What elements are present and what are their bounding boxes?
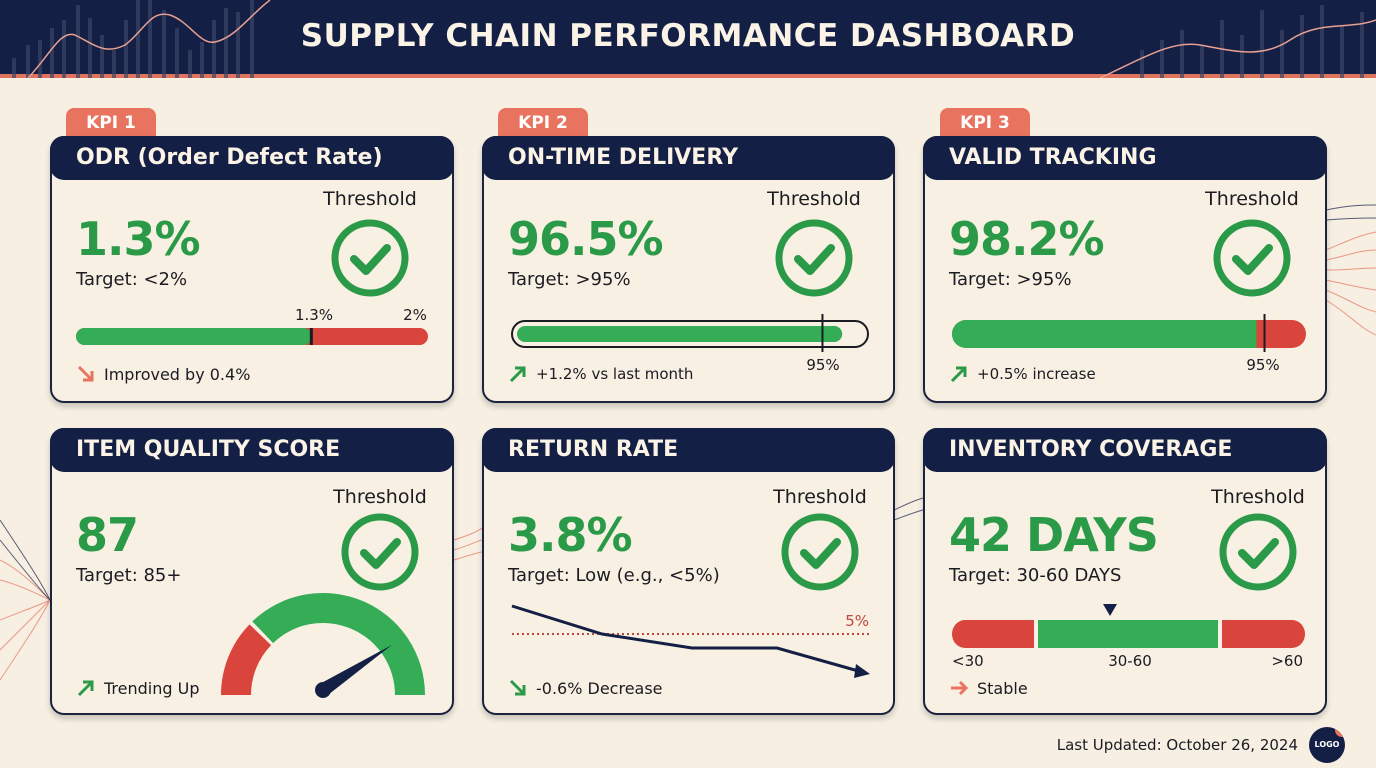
last-updated: Last Updated: October 26, 2024 xyxy=(1056,736,1298,754)
threshold-label: Threshold xyxy=(767,188,861,210)
marker-label: 95% xyxy=(806,356,840,374)
logo-text: LOGO xyxy=(1314,740,1340,749)
kpi-target: Target: >95% xyxy=(508,269,631,290)
card-return-rate: RETURN RATE 3.8% Target: Low (e.g., <5%)… xyxy=(482,428,895,715)
trend-line xyxy=(511,604,863,674)
marker-label: 95% xyxy=(1246,356,1280,374)
threshold-label: Threshold xyxy=(333,486,427,508)
bar-green-segment xyxy=(952,320,1257,348)
trend-indicator: Improved by 0.4% xyxy=(76,364,250,384)
kpi-target: Target: 30-60 DAYS xyxy=(949,565,1122,586)
coverage-range-bar xyxy=(952,604,1305,648)
bar-fill xyxy=(517,326,843,342)
kpi-target: Target: 85+ xyxy=(76,565,182,586)
trend-indicator: Trending Up xyxy=(76,678,199,698)
trend-text: -0.6% Decrease xyxy=(536,678,663,698)
threshold-label: Threshold xyxy=(773,486,867,508)
delivery-progress-bar xyxy=(511,314,869,352)
arrowhead-icon xyxy=(854,664,870,678)
range-target-segment xyxy=(1038,620,1218,648)
trend-text: Stable xyxy=(977,678,1028,698)
trend-text: Trending Up xyxy=(104,678,200,698)
range-label-mid: 30-60 xyxy=(1108,652,1152,670)
kpi-value: 42 DAYS xyxy=(949,508,1159,562)
card-title: ODR (Order Defect Rate) xyxy=(50,136,454,180)
range-label-high: >60 xyxy=(1271,652,1303,670)
banner-decoration xyxy=(12,0,1376,78)
card-valid-tracking: VALID TRACKING 98.2% Target: >95% Thresh… xyxy=(923,136,1327,403)
trend-indicator: +1.2% vs last month xyxy=(508,364,693,384)
gauge-hub xyxy=(315,682,331,698)
bar-marker xyxy=(309,328,313,345)
quality-gauge xyxy=(221,593,425,698)
check-circle-icon xyxy=(341,513,419,591)
card-on-time-delivery: ON-TIME DELIVERY 96.5% Target: >95% Thre… xyxy=(482,136,895,403)
check-circle-icon xyxy=(1219,513,1297,591)
check-circle-icon xyxy=(1213,219,1291,297)
trend-text: Improved by 0.4% xyxy=(104,364,251,384)
arrow-up-right-icon xyxy=(77,680,94,697)
trend-text: +0.5% increase xyxy=(977,365,1096,383)
check-circle-icon xyxy=(775,219,853,297)
kpi-target: Target: Low (e.g., <5%) xyxy=(508,565,720,586)
card-item-quality-score: ITEM QUALITY SCORE 87 Target: 85+ Thresh… xyxy=(50,428,454,715)
odr-progress-bar xyxy=(76,328,428,345)
check-circle-icon xyxy=(781,513,859,591)
gauge-needle xyxy=(318,645,392,696)
kpi-value: 3.8% xyxy=(508,508,633,562)
kpi-value: 87 xyxy=(76,508,139,562)
trend-indicator: +0.5% increase xyxy=(949,364,1096,384)
gauge-green-segment xyxy=(252,593,425,695)
threshold-label: Threshold xyxy=(1205,188,1299,210)
arrow-right-icon xyxy=(951,680,969,696)
range-label-low: <30 xyxy=(952,652,984,670)
kpi-value: 1.3% xyxy=(76,212,201,266)
arrow-down-right-icon xyxy=(509,679,526,696)
card-title: RETURN RATE xyxy=(482,428,895,472)
kpi-value: 96.5% xyxy=(508,212,664,266)
kpi-tab-2: KPI 2 xyxy=(498,108,588,138)
kpi-tab-3: KPI 3 xyxy=(940,108,1030,138)
kpi-target: Target: <2% xyxy=(76,269,188,290)
arrow-up-right-icon xyxy=(509,366,526,383)
card-inventory-coverage: INVENTORY COVERAGE 42 DAYS Target: 30-60… xyxy=(923,428,1327,715)
header-banner: SUPPLY CHAIN PERFORMANCE DASHBOARD xyxy=(0,0,1376,78)
bar-limit-label: 2% xyxy=(403,306,427,324)
trend-text: +1.2% vs last month xyxy=(536,365,694,383)
card-odr: ODR (Order Defect Rate) 1.3% Target: <2%… xyxy=(50,136,454,403)
trend-indicator: Stable xyxy=(949,678,1028,698)
card-title: VALID TRACKING xyxy=(923,136,1327,180)
bar-marker xyxy=(821,314,824,352)
card-title: ON-TIME DELIVERY xyxy=(482,136,895,180)
range-low-segment xyxy=(952,620,1034,648)
value-marker-icon xyxy=(1103,604,1117,616)
threshold-label: Threshold xyxy=(1211,486,1305,508)
card-title: ITEM QUALITY SCORE xyxy=(50,428,454,472)
logo: LOGO xyxy=(1309,727,1345,763)
threshold-line-label: 5% xyxy=(845,612,869,630)
page-title: SUPPLY CHAIN PERFORMANCE DASHBOARD xyxy=(300,18,1076,54)
arrow-up-right-icon xyxy=(950,366,967,383)
kpi-value: 98.2% xyxy=(949,212,1105,266)
threshold-label: Threshold xyxy=(323,188,417,210)
bar-value-label: 1.3% xyxy=(294,306,334,324)
bar-marker xyxy=(1263,314,1266,352)
bar-green-segment xyxy=(76,328,312,345)
tracking-progress-bar xyxy=(952,314,1306,352)
range-high-segment xyxy=(1222,620,1305,648)
kpi-target: Target: >95% xyxy=(949,269,1072,290)
check-circle-icon xyxy=(331,219,409,297)
trend-indicator: -0.6% Decrease xyxy=(508,678,663,698)
gauge-red-segment xyxy=(221,624,272,695)
card-title: INVENTORY COVERAGE xyxy=(923,428,1327,472)
return-trend-chart xyxy=(511,604,870,678)
arrow-down-right-icon xyxy=(77,365,94,382)
kpi-tab-1: KPI 1 xyxy=(66,108,156,138)
